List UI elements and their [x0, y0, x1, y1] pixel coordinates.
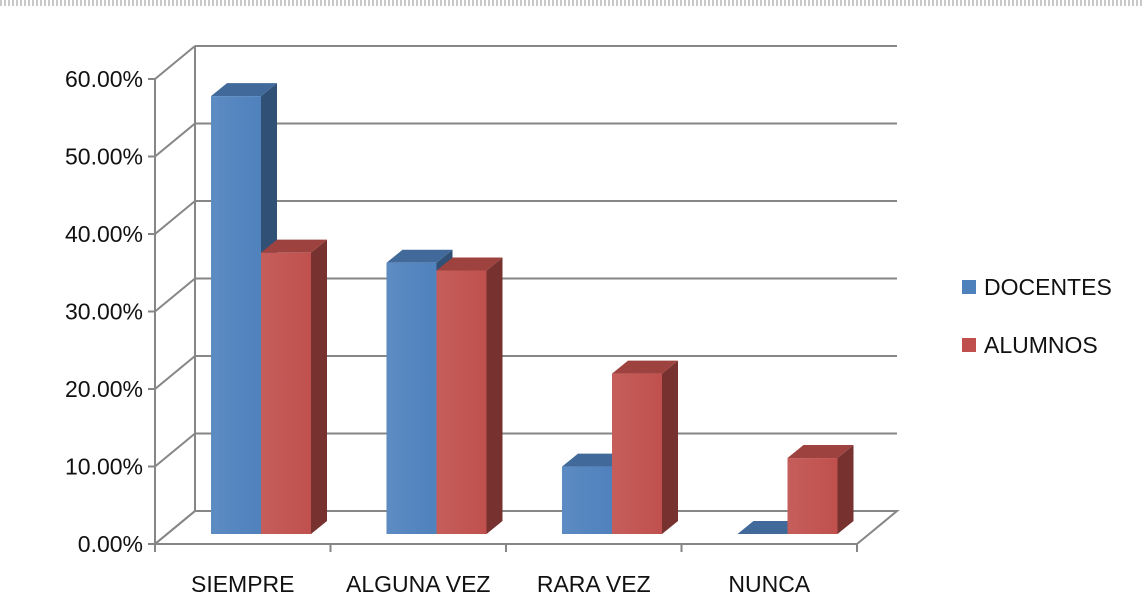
- bar-docentes-3: [737, 521, 804, 534]
- category-label: NUNCA: [728, 571, 810, 597]
- top-rule: [0, 0, 1142, 6]
- category-label: SIEMPRE: [191, 571, 295, 597]
- category-label: ALGUNA VEZ: [346, 571, 490, 597]
- y-tick-label: 20.00%: [65, 376, 143, 402]
- gridline-side: [154, 510, 196, 545]
- category-label: RARA VEZ: [537, 571, 651, 597]
- y-tick-label: 0.00%: [78, 531, 143, 557]
- bar-alumnos-1: [436, 257, 503, 534]
- gridline-side: [154, 122, 196, 158]
- category-labels: SIEMPRE ALGUNA VEZ RARA VEZ NUNCA: [191, 571, 811, 597]
- gridline-side: [154, 45, 196, 80]
- legend-swatch-alumnos: [962, 338, 976, 352]
- gridline-side: [154, 432, 196, 468]
- gridline-side: [154, 277, 196, 313]
- legend-label-alumnos: ALUMNOS: [984, 331, 1098, 358]
- legend-swatch-docentes: [962, 280, 976, 294]
- y-tick-label: 40.00%: [65, 221, 143, 247]
- bar-alumnos-0: [261, 239, 327, 535]
- y-tick-label: 60.00%: [65, 66, 143, 92]
- bars: [211, 83, 854, 535]
- gridline-side: [154, 355, 196, 390]
- y-tick-label: 10.00%: [65, 454, 143, 480]
- bar-alumnos-2: [612, 360, 678, 534]
- y-tick-label: 30.00%: [65, 299, 143, 325]
- y-tick-labels: 0.00% 10.00% 20.00% 30.00% 40.00% 50.00% 60.00…: [65, 66, 143, 557]
- legend-item-docentes: DOCENTES: [962, 272, 1112, 302]
- legend-item-alumnos: ALUMNOS: [962, 330, 1112, 360]
- axes: [148, 78, 858, 552]
- legend: DOCENTES ALUMNOS: [962, 272, 1112, 388]
- legend-label-docentes: DOCENTES: [984, 273, 1112, 300]
- y-tick-label: 50.00%: [65, 144, 143, 170]
- bar-alumnos-3: [787, 445, 854, 534]
- gridline-side: [154, 200, 196, 235]
